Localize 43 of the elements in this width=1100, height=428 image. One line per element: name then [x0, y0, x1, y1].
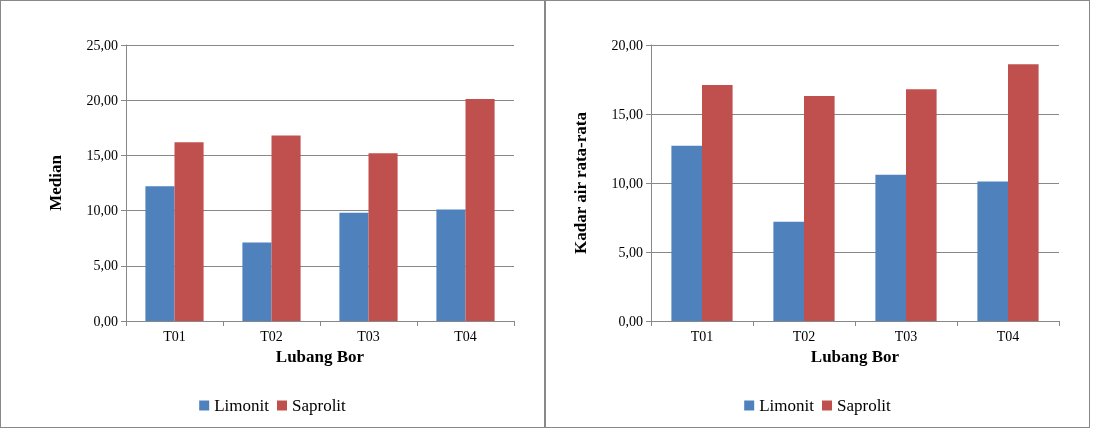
bar [1008, 64, 1039, 321]
x-tick-label: T04 [454, 328, 477, 344]
bar [465, 99, 495, 321]
x-tick-label: T03 [894, 328, 918, 344]
y-tick-label: 5,00 [618, 244, 643, 260]
bar [671, 145, 702, 321]
bar [339, 212, 369, 321]
x-tick-label: T02 [260, 328, 283, 344]
y-tick-label: 15,00 [611, 106, 643, 122]
y-tick-label: 5,00 [93, 258, 118, 274]
x-tick-label: T04 [996, 328, 1020, 344]
x-tick-label: T02 [792, 328, 816, 344]
bar [436, 209, 466, 321]
x-tick-label: T01 [690, 328, 714, 344]
y-tick-label: 15,00 [86, 147, 118, 163]
legend-label: Limonit [214, 396, 270, 415]
bar [702, 85, 733, 321]
x-tick-label: T03 [357, 328, 380, 344]
y-tick-label: 0,00 [618, 313, 643, 329]
bar [242, 242, 272, 321]
bar [906, 89, 937, 321]
y-tick-label: 10,00 [611, 175, 643, 191]
x-axis-title: Lubang Bor [275, 346, 365, 366]
legend-label: Limonit [759, 396, 815, 415]
bar [271, 135, 301, 321]
y-axis-title: Kadar air rata-rata [571, 111, 590, 254]
bar [804, 96, 835, 321]
bar [368, 153, 398, 321]
legend-label: Saprolit [291, 396, 347, 415]
y-tick-label: 20,00 [86, 92, 118, 108]
y-tick-label: 25,00 [86, 37, 118, 53]
bar [977, 181, 1008, 321]
x-tick-label: T01 [163, 328, 186, 344]
legend-label: Saprolit [836, 396, 892, 415]
x-axis-title: Lubang Bor [810, 346, 900, 366]
y-tick-label: 10,00 [86, 203, 118, 219]
bar [174, 142, 204, 321]
y-tick-label: 0,00 [93, 313, 118, 329]
bar [145, 186, 175, 321]
bar [773, 221, 804, 321]
bar [875, 174, 906, 321]
y-axis-title: Median [46, 154, 65, 211]
y-tick-label: 20,00 [611, 37, 643, 53]
